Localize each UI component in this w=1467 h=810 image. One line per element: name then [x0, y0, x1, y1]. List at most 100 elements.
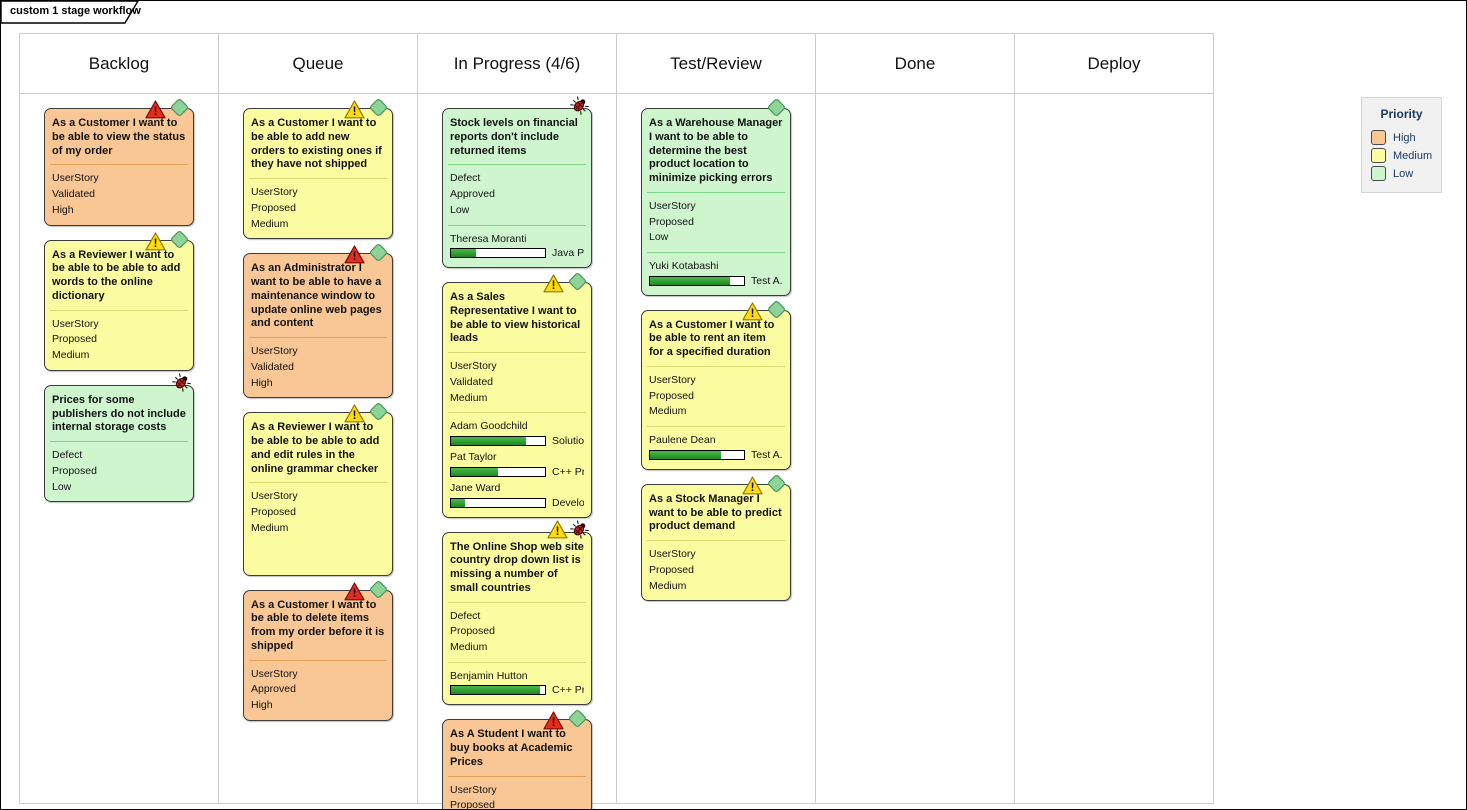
- bug-icon: [570, 519, 589, 544]
- progress-bar: [450, 497, 546, 508]
- assignee-progress-row: Develo...: [450, 497, 584, 509]
- workflow-tab[interactable]: custom 1 stage workflow: [1, 1, 141, 24]
- card-divider: [50, 441, 188, 442]
- legend-swatch: [1371, 148, 1386, 163]
- card-title: Stock levels on financial reports don't …: [450, 117, 578, 157]
- legend-label: Medium: [1393, 149, 1433, 162]
- column-deploy: Deploy: [1014, 33, 1214, 804]
- diamond-icon: [367, 241, 390, 269]
- kanban-card[interactable]: ! As a Customer I want to be able to rent…: [641, 300, 791, 470]
- card-title: As a Customer I want to be able to view …: [52, 117, 186, 157]
- card-property: Proposed: [450, 799, 495, 810]
- card-status-icons: !: [145, 228, 191, 256]
- kanban-card[interactable]: ! As a Customer I want to be able to view…: [44, 99, 194, 226]
- kanban-card[interactable]: Stock levels on financial reports don't …: [442, 96, 592, 269]
- lane-deploy[interactable]: [1015, 94, 1213, 803]
- card-property: Medium: [450, 641, 488, 653]
- card-properties: UserStory Proposed Medium: [649, 547, 783, 594]
- card-property: High: [251, 376, 273, 389]
- progress-bar: [450, 685, 546, 696]
- kanban-card[interactable]: ! As an Administrator I want to be able t…: [243, 244, 393, 399]
- warning-triangle-icon: !: [344, 404, 365, 428]
- card-status-icons: !: [543, 707, 589, 735]
- bug-icon: [570, 96, 589, 120]
- card-property: Medium: [450, 391, 488, 404]
- card-divider: [647, 191, 785, 193]
- card-status-icons: !: [344, 96, 390, 124]
- card-divider: [448, 412, 586, 414]
- card-title: As a Customer I want to be able to add n…: [251, 117, 382, 171]
- assignee-name: Adam Goodchild: [450, 420, 528, 433]
- task-label: Solutio...: [552, 435, 584, 448]
- task-label: C++ Pr...: [552, 465, 584, 478]
- card-properties: Defect Proposed Medium: [450, 609, 584, 656]
- progress-bar-fill: [451, 498, 466, 507]
- kanban-card[interactable]: ! As a Reviewer I want to be able to be a…: [243, 403, 393, 576]
- card-property: Approved: [251, 683, 296, 696]
- legend-swatch: [1371, 130, 1386, 145]
- assignee-progress-row: Solutio...: [450, 435, 584, 447]
- lane-backlog[interactable]: ! As a Customer I want to be able to view…: [20, 94, 218, 803]
- kanban-card[interactable]: ! As a Customer I want to be able to dele…: [243, 580, 393, 721]
- card-properties: UserStory Proposed Medium: [251, 489, 385, 536]
- card-property: UserStory: [52, 172, 99, 185]
- lane-queue[interactable]: ! As a Customer I want to be able to add …: [219, 94, 417, 803]
- kanban-card[interactable]: ! The Online Shop web site country drop d…: [442, 519, 592, 706]
- card-property: Defect: [450, 609, 481, 622]
- assignee-progress-row: C++ Pr...: [450, 684, 584, 696]
- column-header: In Progress (4/6): [418, 34, 616, 94]
- card-property: Approved: [450, 188, 495, 200]
- assignee-name: Pat Taylor: [450, 451, 497, 464]
- legend-swatch: [1371, 166, 1386, 181]
- card-divider: [448, 601, 586, 603]
- legend-label: Low: [1393, 167, 1414, 180]
- card-property: Proposed: [649, 563, 694, 576]
- card-status-icons: !: [742, 298, 788, 326]
- diamond-icon: [765, 298, 788, 326]
- card-divider: [448, 164, 586, 166]
- card-divider: [249, 482, 387, 484]
- assignee-progress-row: C++ Pr...: [450, 466, 584, 478]
- card-property: High: [251, 699, 273, 711]
- progress-bar: [649, 449, 745, 460]
- svg-text:!: !: [751, 308, 755, 320]
- card-property: Medium: [649, 579, 687, 592]
- lane-test-review[interactable]: As a Warehouse Manager I want to be able…: [617, 94, 815, 803]
- svg-text:!: !: [353, 588, 357, 600]
- kanban-card[interactable]: ! As a Reviewer I want to be able to be a…: [44, 230, 194, 371]
- column-header: Deploy: [1015, 34, 1213, 94]
- card-property: UserStory: [450, 360, 497, 373]
- card-divider: [448, 661, 586, 663]
- lane-in-progress-4-6[interactable]: Stock levels on financial reports don't …: [418, 94, 616, 810]
- column-done: Done: [815, 33, 1015, 804]
- legend-item-medium: Medium: [1371, 148, 1441, 163]
- column-header: Test/Review: [617, 34, 815, 94]
- kanban-card[interactable]: Prices for some publishers do not includ…: [44, 373, 194, 503]
- kanban-card[interactable]: As a Warehouse Manager I want to be able…: [641, 99, 791, 296]
- task-label: Develo...: [552, 496, 584, 509]
- card-divider: [249, 337, 387, 338]
- diamond-icon: [566, 270, 589, 298]
- card-property: UserStory: [450, 783, 497, 796]
- kanban-card[interactable]: ! As a Sales Representative I want to be …: [442, 273, 592, 518]
- priority-legend: Priority High Medium Low: [1361, 97, 1442, 193]
- kanban-card[interactable]: ! As A Student I want to buy books at Aca…: [442, 710, 592, 810]
- card-property: Medium: [251, 217, 289, 230]
- card-property: Proposed: [649, 215, 694, 228]
- kanban-card[interactable]: ! As a Stock Manager I want to be able to…: [641, 474, 791, 602]
- column-test-review: Test/Review As a Warehouse Manager I want…: [616, 33, 816, 804]
- card-property: Proposed: [251, 201, 296, 214]
- card-divider: [647, 365, 785, 367]
- kanban-card[interactable]: ! As a Customer I want to be able to add …: [243, 99, 393, 240]
- lane-done[interactable]: [816, 94, 1014, 803]
- card-property: Validated: [52, 188, 96, 200]
- card-properties: UserStory Proposed Medium: [251, 185, 385, 232]
- card-assignees: Yuki Kotabashi Test A...: [649, 259, 783, 287]
- card-property: UserStory: [649, 548, 696, 561]
- workflow-tab-label: custom 1 stage workflow: [10, 5, 141, 17]
- diamond-icon: [367, 400, 390, 428]
- task-label: Java Pr...: [552, 247, 584, 260]
- card-title: As a Reviewer I want to be able to be ab…: [52, 248, 181, 302]
- card-status-icons: [172, 373, 191, 397]
- error-triangle-icon: !: [344, 245, 365, 269]
